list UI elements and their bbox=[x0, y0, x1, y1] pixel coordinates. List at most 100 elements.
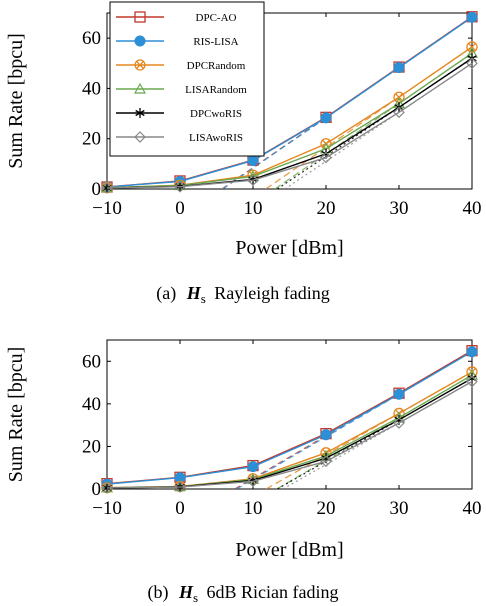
caption-b-math: H bbox=[178, 582, 194, 602]
data-point-ris-lisa bbox=[393, 388, 405, 400]
series-lisaworis bbox=[101, 375, 478, 494]
data-point-ris-lisa bbox=[247, 461, 259, 473]
y-tick-label: 0 bbox=[92, 479, 102, 500]
legend-marker-ris-lisa bbox=[134, 35, 146, 47]
series-dpcrandom bbox=[101, 366, 478, 494]
y-tick-label: 40 bbox=[82, 394, 101, 415]
x-axis-label: Power [dBm] bbox=[235, 237, 343, 259]
caption-a-sub: s bbox=[201, 291, 206, 306]
x-tick-label: 30 bbox=[390, 498, 409, 519]
data-point-lisaworis bbox=[320, 455, 332, 468]
series-line-lisarandom bbox=[106, 52, 473, 189]
data-point-dpcrandom bbox=[393, 91, 405, 103]
y-tick-label: 20 bbox=[82, 436, 101, 457]
series-line-ris-lisa bbox=[106, 351, 473, 485]
data-point-ris-lisa bbox=[393, 62, 405, 74]
legend-marker-dpcworis bbox=[135, 108, 145, 118]
legend-marker-dpc-ao bbox=[134, 11, 146, 23]
x-axis-label: Power [dBm] bbox=[235, 539, 343, 561]
data-point-ris-lisa bbox=[320, 112, 332, 124]
x-tick-label: 10 bbox=[244, 498, 263, 519]
caption-a-prefix: (a) bbox=[156, 283, 176, 304]
data-point-lisaworis bbox=[320, 151, 332, 164]
legend-label: LISARandom bbox=[185, 84, 247, 96]
data-point-dpcrandom-cross bbox=[395, 93, 403, 102]
x-tick-label: 20 bbox=[317, 198, 336, 219]
caption-b-text: 6dB Rician fading bbox=[207, 582, 339, 602]
x-tick-label: 0 bbox=[175, 498, 185, 519]
data-point-lisaworis bbox=[466, 375, 478, 388]
data-point-dpcrandom-ring bbox=[466, 41, 478, 53]
legend-label: RIS-LISA bbox=[193, 36, 238, 48]
x-tick-label: −10 bbox=[92, 498, 122, 519]
asymptote-dpc-ao bbox=[234, 350, 472, 489]
data-point-ris-lisa bbox=[320, 429, 332, 441]
data-point-lisaworis bbox=[247, 475, 259, 488]
y-tick-label: 60 bbox=[82, 28, 101, 49]
data-point-lisaworis bbox=[101, 482, 113, 494]
data-point-lisaworis bbox=[101, 182, 113, 194]
legend-entry-dpcrandom: DPCRandom bbox=[116, 59, 246, 72]
data-point-lisaworis bbox=[174, 180, 186, 193]
y-tick-label: 40 bbox=[82, 78, 101, 99]
caption-a-math: H bbox=[186, 283, 202, 303]
data-point-lisaworis bbox=[174, 481, 186, 493]
series-lisaworis bbox=[101, 57, 478, 194]
data-point-ris-lisa bbox=[466, 11, 478, 23]
y-axis-label: Sum Rate [bpcu] bbox=[5, 33, 27, 169]
legend-label: DPCRandom bbox=[187, 60, 246, 72]
legend-marker-lisarandom bbox=[133, 82, 147, 94]
data-point-ris-lisa bbox=[466, 346, 478, 358]
series-dpcworis bbox=[102, 373, 477, 493]
plot-frame bbox=[106, 12, 473, 190]
data-point-ris-lisa bbox=[247, 155, 259, 167]
x-tick-label: 0 bbox=[175, 198, 185, 219]
legend-entry-lisarandom: LISARandom bbox=[116, 82, 247, 96]
legend-entry-lisaworis: LISAwoRIS bbox=[116, 131, 243, 144]
legend-marker-dpcrandom-cross bbox=[136, 61, 144, 69]
series-lisarandom bbox=[100, 368, 479, 493]
y-axis-label: Sum Rate [bpcu] bbox=[5, 347, 27, 483]
data-point-dpcrandom-ring bbox=[393, 91, 405, 103]
legend-label: DPC-AO bbox=[196, 12, 237, 24]
data-point-dpcrandom bbox=[466, 41, 478, 53]
caption-b: (b) Hs 6dB Rician fading bbox=[147, 582, 338, 606]
legend-entry-ris-lisa: RIS-LISA bbox=[116, 35, 239, 48]
asymptote-dpcrandom bbox=[265, 46, 472, 189]
caption-a-text: Rayleigh fading bbox=[214, 283, 329, 303]
series-line-lisaworis bbox=[106, 380, 473, 489]
series-line-lisaworis bbox=[106, 62, 473, 189]
caption-b-sub: s bbox=[193, 590, 198, 605]
chart-legend: DPC-AO RIS-LISA DPCRandom LISARandom DPCwoRI… bbox=[109, 1, 265, 157]
x-tick-label: 40 bbox=[463, 198, 482, 219]
y-tick-label: 60 bbox=[82, 351, 101, 372]
legend-label: LISAwoRIS bbox=[189, 132, 243, 144]
x-tick-label: 20 bbox=[317, 498, 336, 519]
x-tick-label: −10 bbox=[92, 198, 122, 219]
series-line-dpc-ao bbox=[106, 350, 473, 485]
y-tick-label: 0 bbox=[92, 179, 102, 200]
legend-box bbox=[109, 1, 265, 157]
x-tick-label: 30 bbox=[390, 198, 409, 219]
legend-entry-dpc-ao: DPC-AO bbox=[116, 11, 237, 24]
caption-b-prefix: (b) bbox=[147, 582, 168, 603]
legend-marker-dpcrandom bbox=[134, 59, 146, 71]
data-point-lisaworis bbox=[247, 174, 259, 187]
asymptote-dpcrandom bbox=[265, 371, 472, 489]
data-point-dpcrandom-cross bbox=[468, 42, 476, 51]
asymptote-ris-lisa bbox=[236, 351, 472, 489]
data-point-lisaworis bbox=[466, 57, 478, 70]
x-tick-label: 40 bbox=[463, 498, 482, 519]
x-tick-label: 10 bbox=[244, 198, 263, 219]
data-point-lisaworis bbox=[393, 417, 405, 429]
legend-label: DPCwoRIS bbox=[190, 108, 242, 120]
caption-a: (a) Hs Rayleigh fading bbox=[156, 283, 330, 307]
y-tick-label: 20 bbox=[82, 129, 101, 150]
series-line-dpcrandom bbox=[106, 371, 473, 489]
legend-entry-dpcworis: DPCwoRIS bbox=[116, 108, 242, 120]
plot-frame bbox=[106, 339, 473, 490]
data-point-lisaworis bbox=[393, 106, 405, 119]
